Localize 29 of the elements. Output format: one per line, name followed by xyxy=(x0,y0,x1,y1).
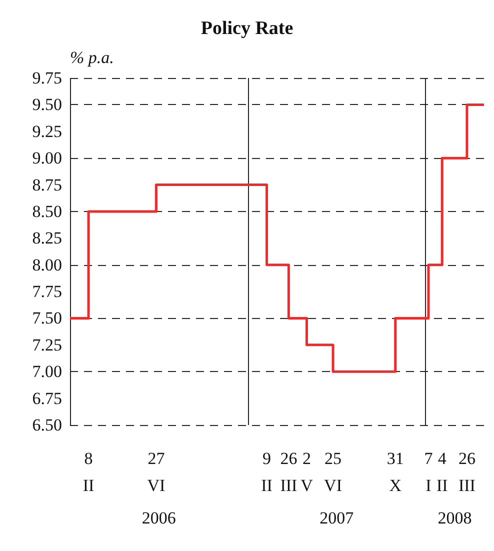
y-tick-label: 6.50 xyxy=(32,416,62,434)
text: 2006 xyxy=(142,508,176,528)
y-tick-label: 6.75 xyxy=(32,388,62,408)
x-tick-label: 25 VI xyxy=(324,449,342,495)
y-tick-label: 8.25 xyxy=(32,228,62,248)
y-tick-label: 8.75 xyxy=(32,175,62,194)
y-tick-label: 9.75 xyxy=(32,68,62,88)
y-tick-label: 9.50 xyxy=(32,95,62,114)
x-tick-label: 4 II xyxy=(436,449,448,495)
y-tick-label: 7.00 xyxy=(32,362,62,382)
text: 2008 xyxy=(438,508,472,528)
y-tick-label: 7.50 xyxy=(32,308,62,328)
y-axis-title: % p.a. xyxy=(70,48,114,67)
x-tick-label: 8 II xyxy=(82,449,95,495)
y-tick-label: 7.25 xyxy=(32,335,62,354)
x-tick-label: 26 III xyxy=(458,449,476,495)
x-tick-label: 27 VI xyxy=(147,449,166,495)
chart-title: Policy Rate xyxy=(200,18,294,39)
y-tick-label: 9.00 xyxy=(32,148,62,168)
y-tick-label: 7.75 xyxy=(32,282,62,302)
x-tick-label: 2 V xyxy=(300,449,314,495)
y-tick-label: 9.25 xyxy=(32,122,62,141)
x-tick-label: 9 II xyxy=(261,449,273,495)
x-tick-label: 31 X xyxy=(386,449,404,495)
y-tick-label: 8.50 xyxy=(32,202,62,221)
text: 2007 xyxy=(320,508,354,528)
y-tick-label: 8.00 xyxy=(32,255,62,274)
x-tick-label: 7 I xyxy=(424,449,434,495)
x-tick-label: 26 III xyxy=(280,449,298,495)
